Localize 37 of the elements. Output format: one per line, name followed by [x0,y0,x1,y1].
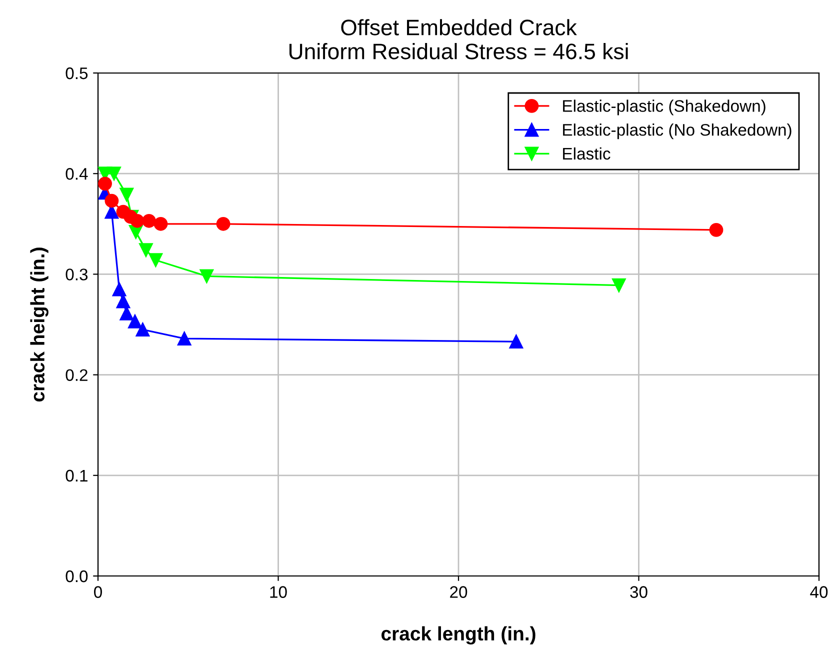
y-tick-label: 0.0 [66,570,88,582]
y-tick-label: 0.2 [66,369,88,382]
point [116,294,130,308]
legend-label: Elastic [563,147,610,160]
point [130,214,144,228]
point [98,176,112,191]
x-axis-title: crack length (in.) [381,626,536,644]
point [128,314,142,328]
point [139,243,153,257]
x-tick-label: 10 [270,586,287,598]
point [177,332,192,346]
point [709,222,724,237]
point [148,253,163,268]
point [112,282,126,296]
y-tick-label: 0.3 [66,268,88,280]
point [154,216,168,231]
x-tick-label: 20 [450,586,468,598]
y-axis-title: crack height (in.) [30,248,48,402]
x-tick-label: 40 [810,586,828,598]
point [104,194,119,208]
point [120,188,134,202]
point [107,166,121,181]
point [142,214,156,228]
chart-title: Offset Embedded Crack Uniform Residual Stress = 46.5 ksi [289,19,628,60]
x-tick-label: 0 [94,586,102,598]
point [120,306,134,320]
y-tick-label: 0.5 [66,67,88,80]
point [216,216,230,231]
point [509,334,524,349]
y-tick-label: 0.1 [66,470,88,482]
legend-label: Elastic-plastic (No Shakedown) [563,124,792,140]
x-tick-label: 30 [630,586,648,598]
y-tick-label: 0.4 [66,168,88,180]
point [136,322,150,336]
point [612,278,626,292]
legend-label: Elastic-plastic (Shakedown) [563,100,766,116]
point [200,269,214,284]
